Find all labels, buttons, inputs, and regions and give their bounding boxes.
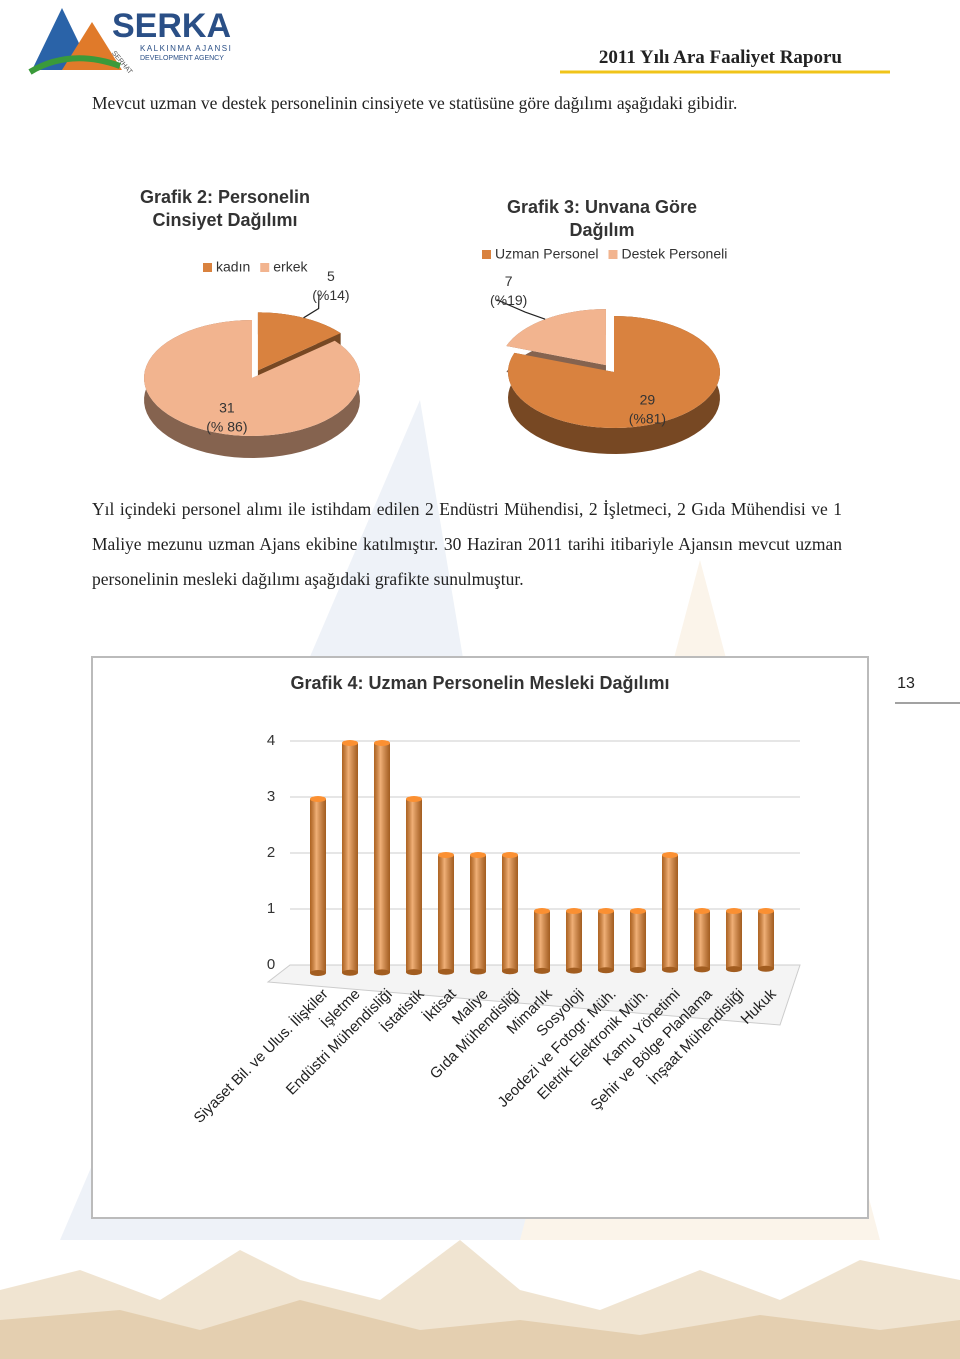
bar-bottom	[470, 968, 486, 975]
legend-label: kadın	[216, 259, 250, 275]
data-label: 29 (%81)	[629, 391, 666, 426]
logo-name: SERKA	[112, 7, 231, 45]
bar-bottom	[758, 965, 774, 972]
bar-top	[534, 908, 550, 914]
logo-shape	[28, 55, 122, 75]
legend-swatch	[260, 263, 270, 272]
bar-bottom	[726, 966, 742, 973]
bar-shine	[694, 911, 710, 970]
pie-slice	[508, 316, 720, 428]
chart-title: Grafik 2: Personelin Cinsiyet Dağılımı	[139, 187, 311, 230]
data-label: 31 (% 86)	[206, 399, 247, 434]
bar-shine	[758, 911, 774, 969]
pie-slice	[506, 309, 606, 366]
bar-top	[406, 796, 422, 802]
bar-bottom	[374, 969, 390, 976]
bar-bottom	[534, 967, 550, 974]
chart-title: Grafik 3: Unvana Göre Dağılım	[506, 197, 698, 240]
data-label: 7 (%19)	[490, 273, 527, 308]
bar-bottom	[566, 967, 582, 974]
report-title: 2011 Yılı Ara Faaliyet Raporu	[598, 47, 842, 68]
bar-shine	[470, 855, 486, 972]
legend-swatch	[608, 250, 618, 259]
paragraph: Yıl içindeki personel alımı ile istihdam…	[92, 499, 842, 589]
bar-bottom	[630, 967, 646, 973]
bar-shine	[342, 743, 358, 973]
bar-shine	[534, 911, 550, 971]
bar-top	[438, 852, 454, 858]
bar-shine	[310, 799, 326, 973]
bar-bottom	[310, 970, 326, 976]
data-label: 5 (%14)	[312, 267, 349, 302]
bar-shine	[598, 911, 614, 971]
bar-bottom	[406, 969, 422, 976]
bar-bottom	[342, 969, 358, 976]
bar-top	[758, 908, 774, 914]
bar-shine	[438, 855, 454, 972]
bar-bottom	[694, 966, 710, 973]
legend-label: erkek	[273, 259, 308, 275]
chart-title: Grafik 4: Uzman Personelin Mesleki Dağıl…	[290, 673, 669, 693]
y-tick-label: 0	[267, 956, 275, 973]
bar-top	[566, 908, 582, 914]
bar-bottom	[502, 968, 518, 975]
bar-bottom	[662, 966, 678, 973]
paragraph: Mevcut uzman ve destek personelinin cins…	[92, 93, 738, 113]
skyline-decoration	[0, 1300, 960, 1359]
bar-top	[310, 796, 326, 802]
bar-shine	[406, 799, 422, 973]
y-tick-label: 2	[267, 844, 275, 861]
page-number: 13	[897, 675, 915, 692]
y-tick-label: 4	[267, 732, 275, 749]
bar-top	[470, 852, 486, 858]
bar-bottom	[598, 967, 614, 974]
bar-top	[694, 908, 710, 914]
logo-subtitle: DEVELOPMENT AGENCY	[140, 55, 224, 62]
bar-shine	[662, 855, 678, 970]
bar-top	[374, 740, 390, 746]
leader-line	[496, 299, 546, 320]
y-tick-label: 1	[267, 900, 275, 917]
pie-slice	[257, 312, 341, 371]
bar-top	[502, 852, 518, 858]
legend-label: Uzman Personel	[495, 246, 599, 262]
bar-shine	[502, 855, 518, 972]
bar-top	[598, 908, 614, 914]
bar-top	[630, 908, 646, 914]
legend-label: Destek Personeli	[622, 246, 728, 262]
legend-swatch	[482, 250, 491, 259]
leader-line	[303, 294, 320, 319]
bar-shine	[566, 911, 582, 971]
legend-swatch	[203, 263, 212, 272]
bar-top	[662, 852, 678, 858]
bar-bottom	[438, 968, 454, 975]
bar-shine	[374, 743, 390, 973]
y-tick-label: 3	[267, 788, 275, 805]
logo-subtitle: KALKINMA AJANSI	[140, 44, 232, 53]
bar-shine	[726, 911, 742, 970]
bar-top	[726, 908, 742, 914]
bar-top	[342, 740, 358, 746]
bar-shine	[630, 911, 646, 970]
pie-slice	[144, 320, 360, 436]
